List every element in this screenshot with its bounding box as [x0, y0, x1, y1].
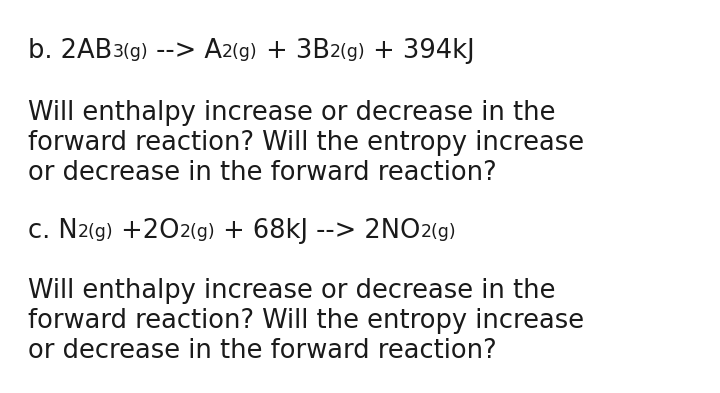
Text: forward reaction? Will the entropy increase: forward reaction? Will the entropy incre…: [28, 308, 584, 334]
Text: c. N: c. N: [28, 218, 78, 244]
Text: Will enthalpy increase or decrease in the: Will enthalpy increase or decrease in th…: [28, 100, 556, 126]
Text: or decrease in the forward reaction?: or decrease in the forward reaction?: [28, 160, 497, 186]
Text: + 394kJ: + 394kJ: [365, 38, 474, 64]
Text: 2(g): 2(g): [222, 43, 258, 61]
Text: or decrease in the forward reaction?: or decrease in the forward reaction?: [28, 338, 497, 364]
Text: b. 2AB: b. 2AB: [28, 38, 112, 64]
Text: 3(g): 3(g): [112, 43, 148, 61]
Text: + 3B: + 3B: [258, 38, 330, 64]
Text: 2(g): 2(g): [78, 223, 113, 241]
Text: 2(g): 2(g): [420, 223, 456, 241]
Text: 2(g): 2(g): [180, 223, 215, 241]
Text: +2O: +2O: [113, 218, 180, 244]
Text: + 68kJ --> 2NO: + 68kJ --> 2NO: [215, 218, 420, 244]
Text: 2(g): 2(g): [330, 43, 365, 61]
Text: Will enthalpy increase or decrease in the: Will enthalpy increase or decrease in th…: [28, 278, 556, 304]
Text: forward reaction? Will the entropy increase: forward reaction? Will the entropy incre…: [28, 130, 584, 156]
Text: --> A: --> A: [148, 38, 222, 64]
